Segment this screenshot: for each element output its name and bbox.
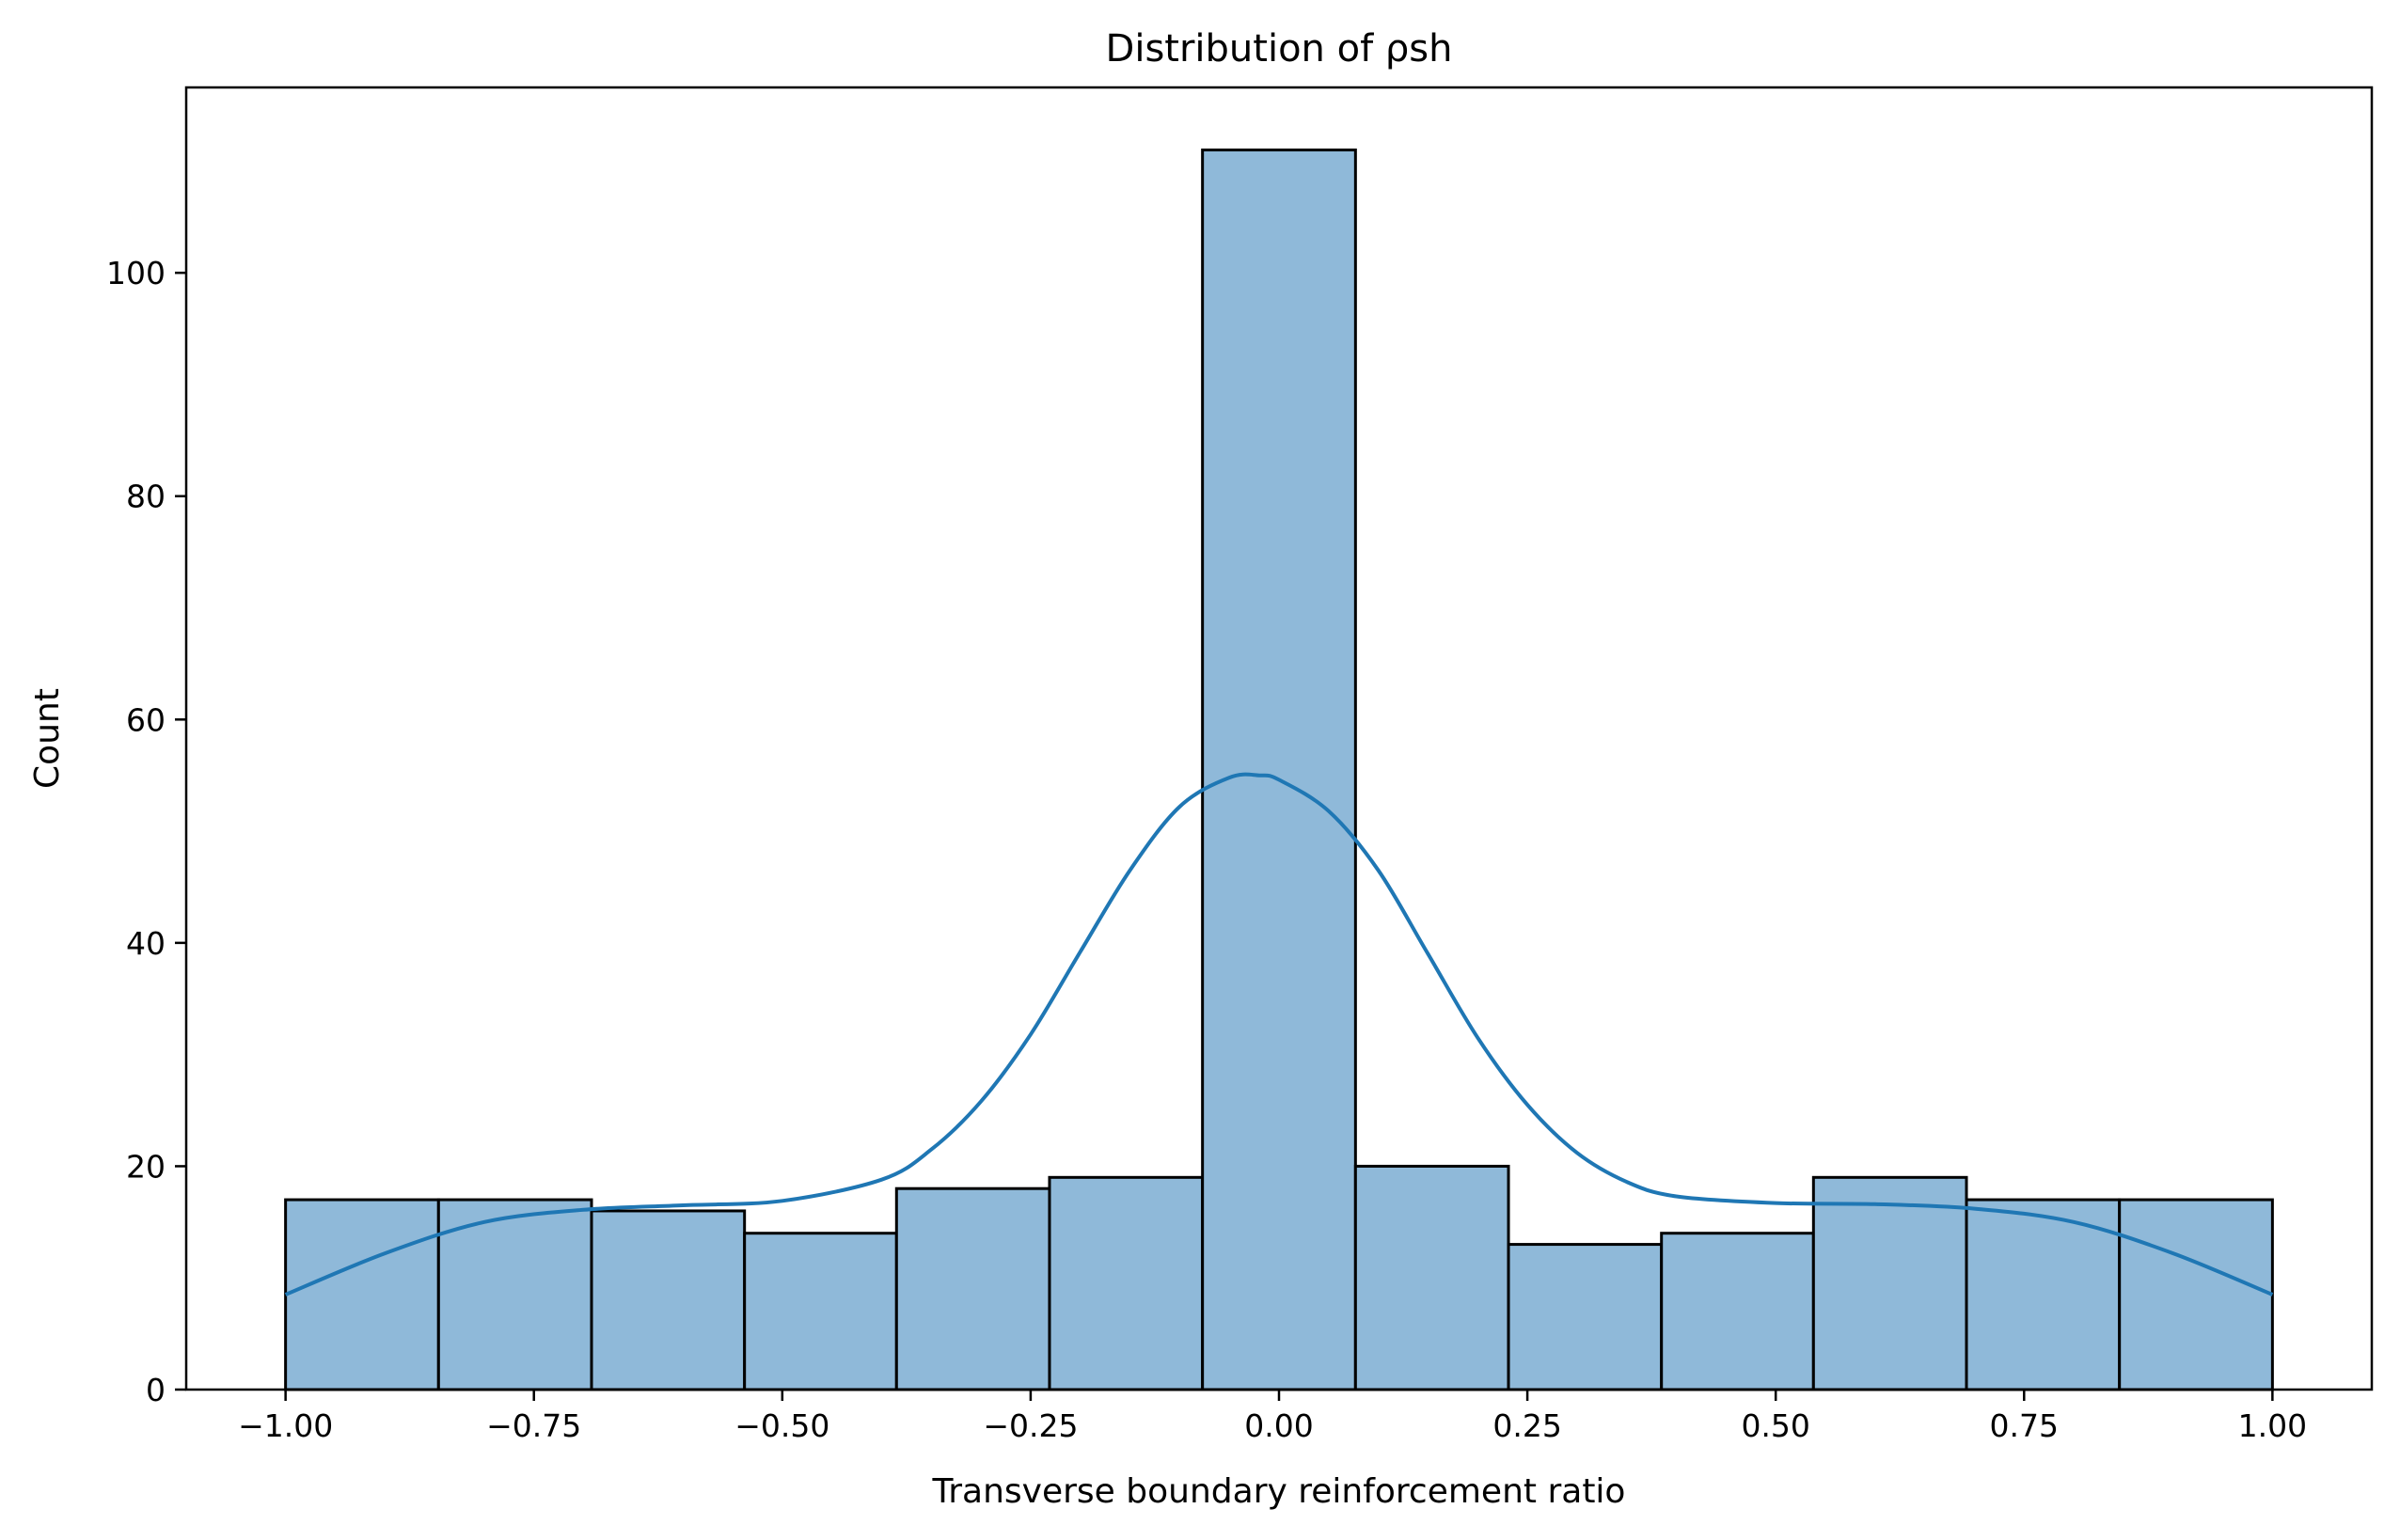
histogram-bar xyxy=(894,1186,1051,1391)
y-axis-title: Count xyxy=(28,688,67,789)
histogram-bar xyxy=(436,1198,593,1391)
histogram-bar xyxy=(1965,1198,2122,1391)
x-tick-label: 0.25 xyxy=(1492,1407,1561,1444)
y-tick-label: 0 xyxy=(146,1372,166,1408)
histogram-bar xyxy=(284,1198,440,1391)
x-tick-label: −0.50 xyxy=(734,1407,829,1444)
y-tick-label: 100 xyxy=(106,255,166,291)
x-axis-title: Transverse boundary reinforcement ratio xyxy=(932,1472,1626,1511)
x-tick-label: −0.25 xyxy=(983,1407,1078,1444)
histogram-bar xyxy=(1507,1243,1664,1391)
histogram-bars xyxy=(284,149,2274,1391)
histogram-bar xyxy=(590,1209,747,1391)
x-tick-label: 0.50 xyxy=(1741,1407,1809,1444)
x-axis: −1.00 −0.75 −0.50 −0.25 0.00 0.25 0.50 0.75 1.00 xyxy=(238,1390,2307,1444)
y-tick-label: 60 xyxy=(126,701,166,738)
y-axis: 0 20 40 60 80 100 xyxy=(106,255,186,1408)
x-tick-label: 0.00 xyxy=(1244,1407,1313,1444)
histogram-bar xyxy=(2118,1198,2274,1391)
x-tick-label: 0.75 xyxy=(1990,1407,2059,1444)
kde-curve xyxy=(284,772,2274,1296)
x-tick-label: −1.00 xyxy=(238,1407,333,1444)
histogram-bar xyxy=(743,1232,898,1391)
histogram-bar xyxy=(1811,1175,1968,1391)
x-tick-label: −0.75 xyxy=(486,1407,581,1444)
chart-title: Distribution of ρsh xyxy=(1106,27,1453,71)
y-tick-label: 80 xyxy=(126,479,166,515)
y-tick-label: 20 xyxy=(126,1148,166,1185)
x-tick-label: 1.00 xyxy=(2238,1407,2307,1444)
y-tick-label: 40 xyxy=(126,925,166,962)
histogram-bar xyxy=(1353,1164,1510,1391)
histogram-bar xyxy=(1201,149,1357,1391)
histogram-bar xyxy=(1660,1232,1815,1391)
histogram-bar xyxy=(1048,1175,1205,1391)
